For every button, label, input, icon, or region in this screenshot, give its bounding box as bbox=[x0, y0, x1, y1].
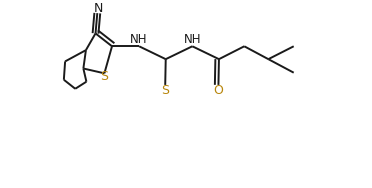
Text: NH: NH bbox=[130, 33, 148, 46]
Text: S: S bbox=[161, 84, 169, 97]
Text: NH: NH bbox=[184, 33, 201, 46]
Text: N: N bbox=[94, 2, 103, 15]
Text: O: O bbox=[214, 84, 223, 97]
Text: S: S bbox=[100, 70, 108, 83]
